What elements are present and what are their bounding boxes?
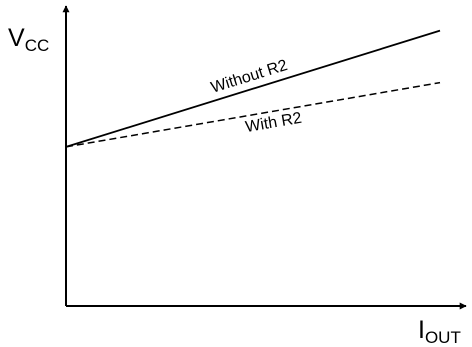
series-line-with-r2 — [65, 81, 441, 148]
y-axis-title: VCC — [8, 24, 49, 55]
series-label-with-r2: With R2 — [244, 110, 303, 136]
x-axis-title: IOUT — [418, 316, 461, 347]
series-line-without-r2 — [65, 29, 441, 148]
